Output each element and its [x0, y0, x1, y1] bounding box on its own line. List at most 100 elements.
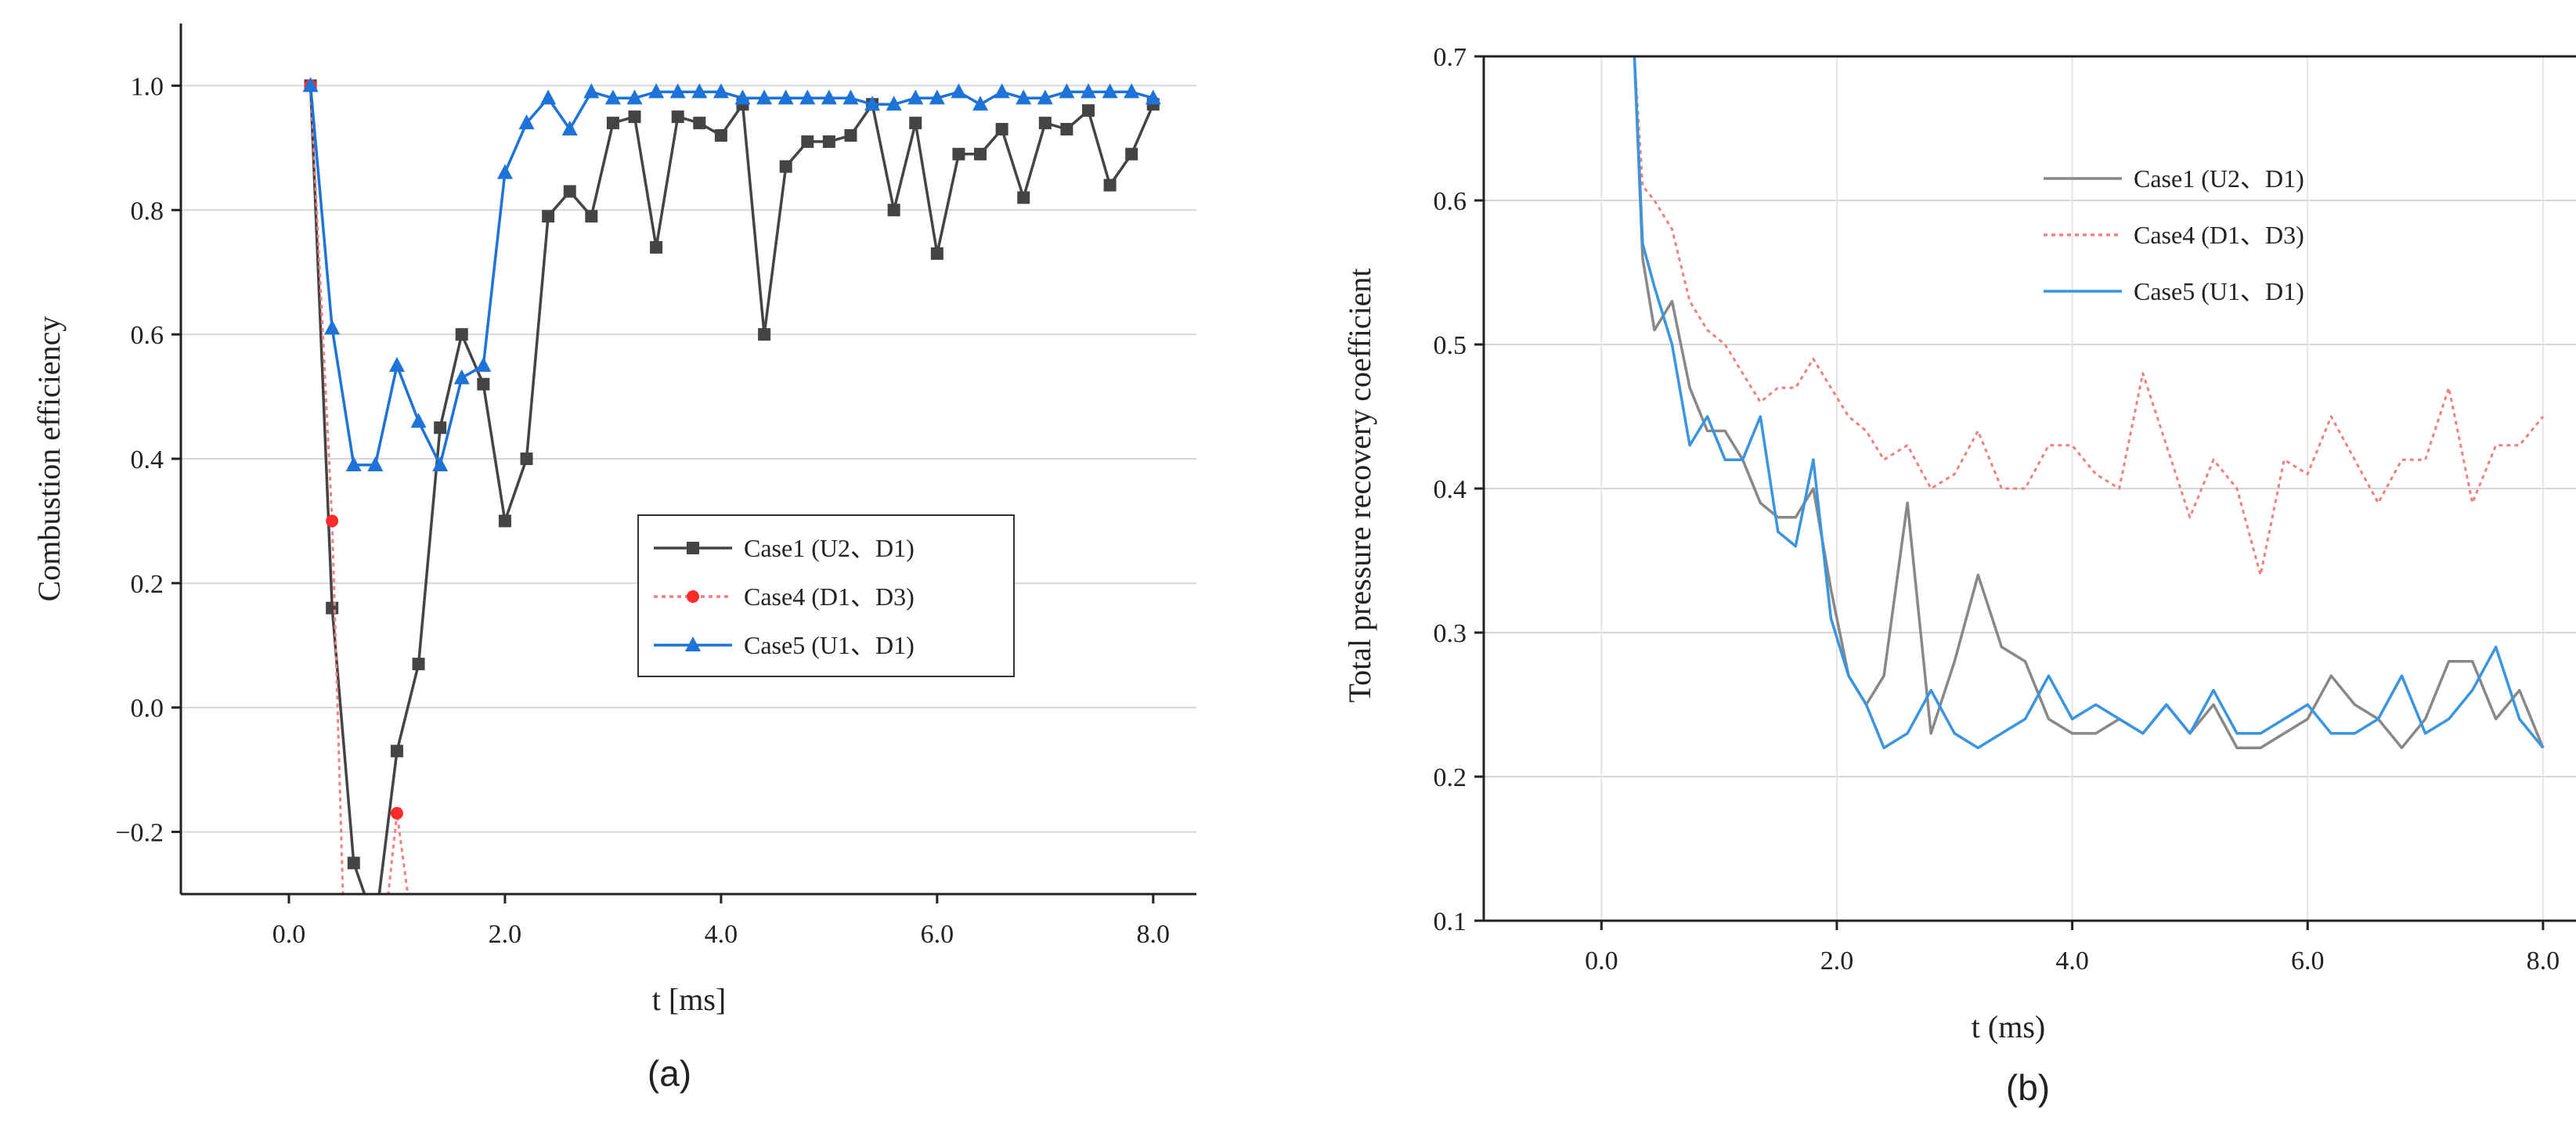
- panel-b-series-case4-d1-d3-line: [1633, 56, 2545, 576]
- panel-a-x-tick-label-1: 2.0: [489, 920, 522, 949]
- panel-a-grid: [181, 85, 1196, 833]
- panel-a-series-case5-u1-d1-point-18: [691, 83, 708, 99]
- panel-a-series-case1-u2-d1-point-27: [887, 204, 900, 217]
- panel-a-series-case5-u1-d1-point-5: [410, 413, 427, 428]
- panel-a-series-case1-u2-d1-point-17: [671, 110, 684, 124]
- panel-a-series-case5-u1-d1-point-1: [324, 319, 341, 335]
- panel-b-legend-label-1: Case4 (D1、D3): [2134, 221, 2304, 249]
- panel-a-series-case1-u2-d1-point-35: [1060, 123, 1073, 136]
- panel-a-series-case4-d1-d3-point-1: [326, 514, 339, 528]
- panel-b-series-case5-u1-d1-line: [1633, 56, 2545, 749]
- panel-a-series-case1-u2-d1-point-38: [1125, 147, 1138, 160]
- panel-a-y-tick-label-2: 0.2: [131, 570, 164, 599]
- panel-a-series-case5-u1-d1-point-36: [1081, 83, 1097, 99]
- panel-a-y-tick-label-1: 0.0: [131, 694, 164, 723]
- panel-a-series-case5-u1-d1-point-37: [1102, 83, 1118, 99]
- panel-b-y-tick-label-1: 0.2: [1434, 763, 1467, 792]
- panel-a-legend-marker-0: [687, 542, 699, 554]
- panel-a-series-case1-u2-d1-point-24: [822, 135, 835, 148]
- panel-a-series-case1-u2-d1-point-37: [1103, 179, 1117, 192]
- panel-a-series-case5-u1-d1-point-12: [561, 121, 578, 136]
- panel-a-series-case1-u2-d1-point-22: [779, 160, 792, 173]
- panel-b-y-tick-label-5: 0.6: [1434, 187, 1467, 216]
- panel-a-series-case5-u1-d1-point-13: [583, 83, 600, 99]
- panel-a-series-case1-u2-d1-point-30: [952, 147, 965, 160]
- panel-a-plot-area: [302, 77, 1161, 932]
- panel-a-series-case5-u1-d1-point-0: [302, 77, 319, 92]
- panel-a-y-tick-label-3: 0.4: [131, 445, 164, 474]
- panel-a-series-case5-u1-d1-point-6: [432, 456, 449, 471]
- panel-a-series-case1-u2-d1-point-14: [606, 117, 619, 130]
- panel-a-series-case1-u2-d1-point-33: [1017, 191, 1030, 204]
- panel-b-legend-label-0: Case1 (U2、D1): [2134, 164, 2304, 193]
- panel-a-series-case1-u2-d1-point-5: [412, 658, 425, 671]
- panel-a-series-case5-u1-d1-point-2: [345, 456, 362, 471]
- panel-b-y-tick-label-3: 0.4: [1434, 475, 1467, 504]
- panel-b-y-axis-title: Total pressure recovery coefficient: [1342, 268, 1377, 702]
- panel-a-series-case5-u1-d1-point-7: [453, 369, 470, 384]
- panel-a-series-case5-u1-d1-point-20: [734, 89, 751, 105]
- panel-a-series-case5-u1-d1-point-10: [518, 114, 535, 130]
- panel-a-series-case5-u1-d1-point-35: [1059, 83, 1075, 99]
- panel-b-ticks: 0.1 0.2 0.3 0.4 0.5 0.6 0.7 0.0 2.0 4.0 6.0 8.0: [1434, 43, 2560, 976]
- panel-a-series-case1-u2-d1-point-25: [844, 128, 857, 142]
- panel-a-y-tick-label-6: 1.0: [131, 72, 164, 101]
- panel-a-series-case1-u2-d1-point-34: [1038, 117, 1052, 130]
- panel-b-plot-area: [1633, 56, 2545, 749]
- panel-a-series-case1-u2-d1-point-2: [347, 857, 360, 870]
- panel-a-y-tick-label-4: 0.6: [131, 321, 164, 350]
- panel-a-legend-label-0: Case1 (U2、D1): [744, 534, 915, 562]
- panel-a-series-case5-u1-d1-point-38: [1124, 83, 1140, 99]
- panel-a-series-case1-u2-d1-point-6: [434, 421, 447, 435]
- panel-a-series-case1-u2-d1-point-11: [542, 210, 555, 223]
- panel-b-series-case4-d1-d3: [1633, 56, 2545, 576]
- panel-b-y-tick-label-6: 0.7: [1434, 43, 1467, 72]
- panel-a-series-case5-u1-d1-point-17: [669, 83, 686, 99]
- panel-a-series-case1-u2-d1-point-23: [801, 135, 814, 148]
- panel-a-series-case5-u1-d1: [302, 77, 1161, 471]
- panel-b-x-tick-label-3: 6.0: [2291, 947, 2325, 976]
- panel-a-series-case5-u1-d1-point-28: [907, 89, 924, 105]
- panel-b-x-tick-label-2: 4.0: [2055, 947, 2089, 976]
- panel-a-series-case5-u1-d1-point-4: [388, 356, 405, 372]
- panel-b-y-tick-label-4: 0.5: [1434, 331, 1467, 360]
- panel-b-legend-label-2: Case5 (U1、D1): [2134, 277, 2304, 305]
- panel-a-series-case5-u1-d1-point-25: [842, 89, 859, 105]
- panel-a-x-tick-label-4: 8.0: [1137, 920, 1171, 949]
- panel-a-series-case5-u1-d1-point-27: [886, 96, 902, 111]
- panel-a-series-case5-u1-d1-point-22: [777, 89, 794, 105]
- panel-a-series-case5-u1-d1-point-31: [972, 96, 989, 111]
- panel-a-series-case5-u1-d1-point-33: [1016, 89, 1032, 105]
- panel-a-series-case1-u2-d1-point-29: [930, 247, 943, 260]
- panel-b-series-case1-u2-d1-line: [1633, 56, 2545, 749]
- panel-a-series-case1-u2-d1-point-28: [909, 117, 922, 130]
- panel-a-legend-label-1: Case4 (D1、D3): [744, 582, 915, 611]
- panel-a-series-case1-u2-d1-point-36: [1082, 104, 1095, 117]
- panel-a-series-case5-u1-d1-point-26: [864, 96, 881, 111]
- panel-a-series-case5-u1-d1-line: [308, 85, 1154, 467]
- panel-a-series-case5-u1-d1-point-39: [1145, 89, 1161, 105]
- panel-a-series-case1-u2-d1-point-13: [585, 210, 598, 223]
- panel-a-series-case1-u2-d1-line: [308, 85, 1155, 894]
- panel-a-y-tick-label-0: −0.2: [115, 819, 164, 848]
- panel-a-y-axis-title: Combustion efficiency: [31, 316, 67, 602]
- panel-a-series-case1-u2-d1-point-3: [369, 919, 381, 932]
- panel-a-legend-marker-2: [685, 637, 701, 651]
- panel-a-legend: Case1 (U2、D1) Case4 (D1、D3) Case5 (U1、D1): [637, 514, 1015, 677]
- panel-a-series-case5-u1-d1-point-11: [540, 89, 557, 105]
- panel-a-series-case1-u2-d1: [304, 79, 1160, 932]
- panel-a-x-tick-label-0: 0.0: [272, 920, 306, 949]
- panel-a-series-case1-u2-d1-point-1: [326, 601, 339, 615]
- panel-a-series-case1-u2-d1-point-19: [714, 128, 727, 142]
- panel-a-series-case5-u1-d1-point-24: [821, 89, 837, 105]
- panel-a-label: (a): [648, 1053, 691, 1094]
- panel-a-series-case5-u1-d1-point-23: [799, 89, 816, 105]
- panel-a-series-case5-u1-d1-point-29: [929, 89, 945, 105]
- panel-b-legend: Case1 (U2、D1) Case4 (D1、D3) Case5 (U1、D1): [2044, 164, 2304, 305]
- panel-a-x-tick-label-3: 6.0: [921, 920, 954, 949]
- panel-a-series-case5-u1-d1-point-9: [496, 164, 513, 179]
- panel-a-series-case1-u2-d1-point-32: [995, 123, 1008, 136]
- panel-a-series-case5-u1-d1-point-21: [756, 89, 773, 105]
